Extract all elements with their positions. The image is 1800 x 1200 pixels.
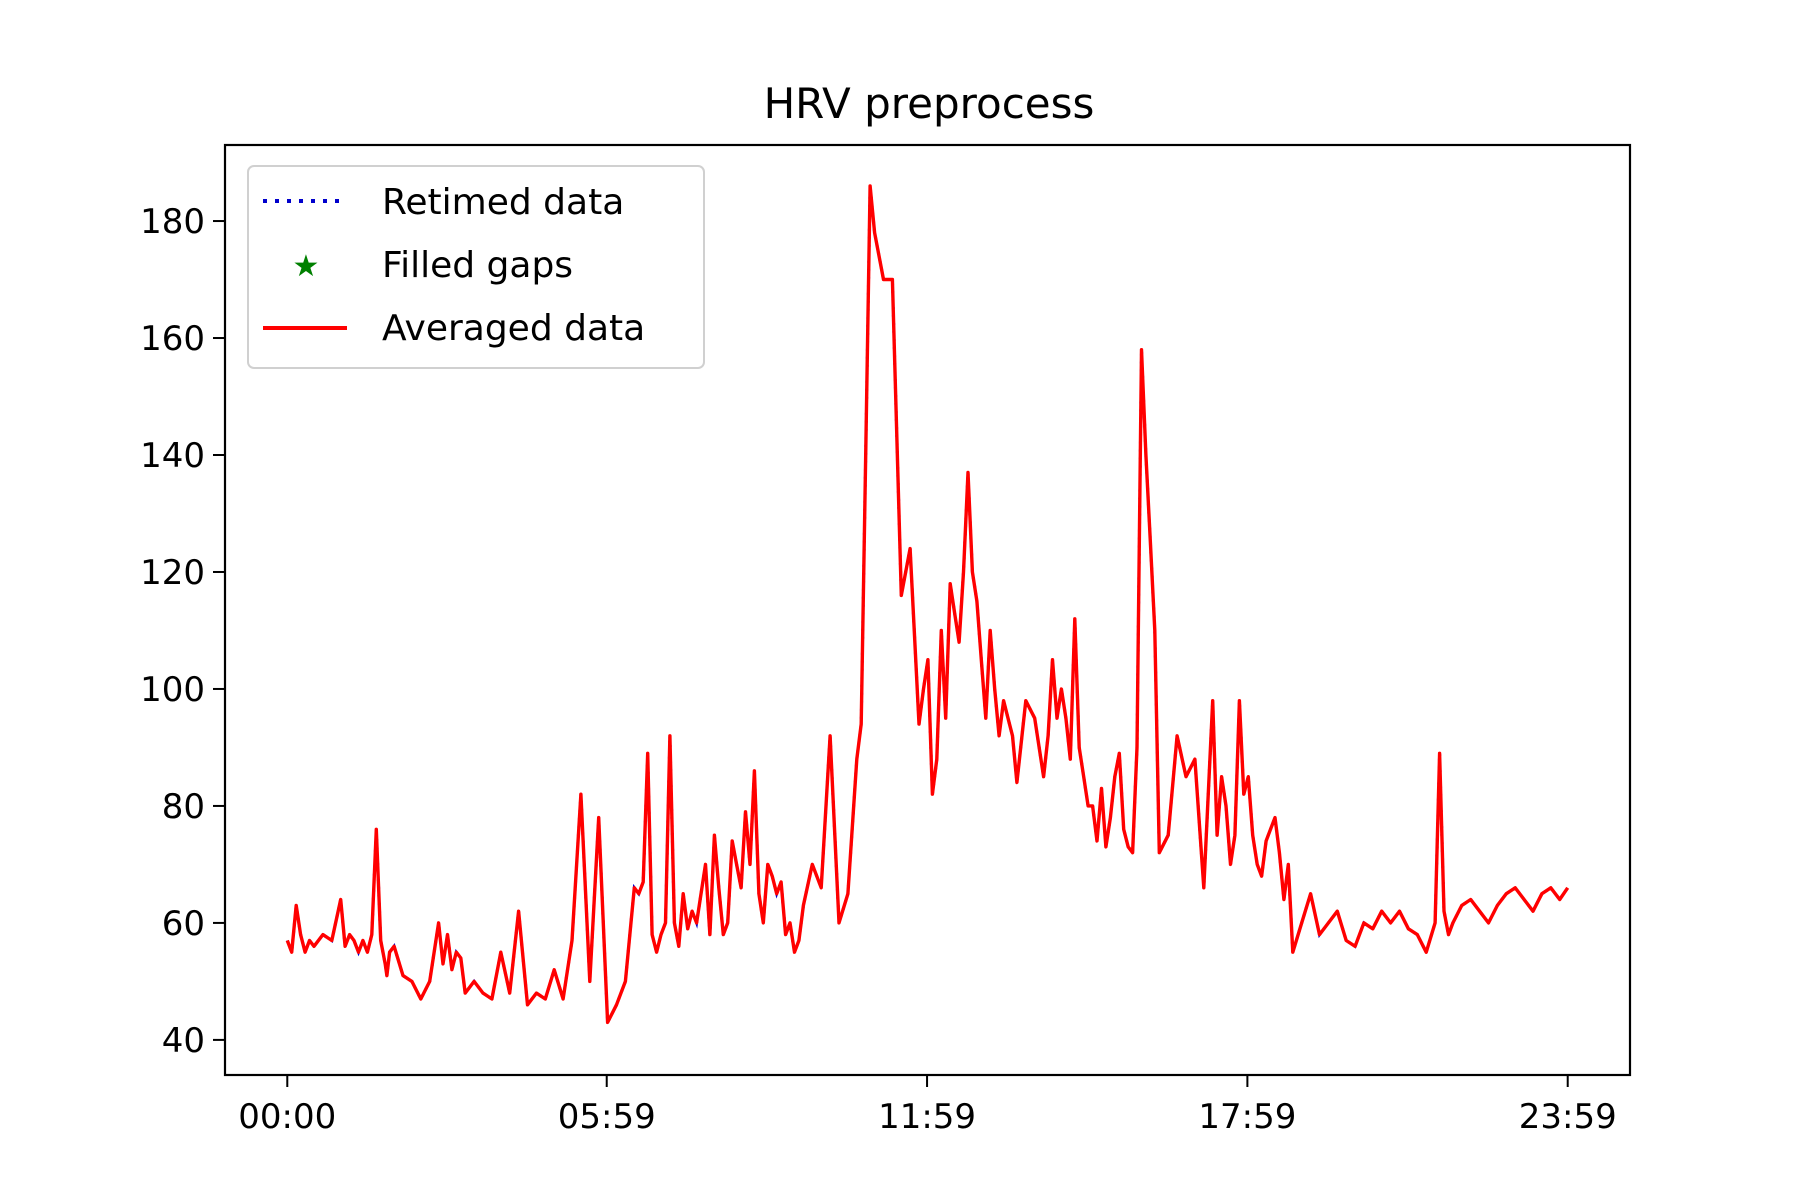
y-axis: 40 60 80 100 120 140 160 180 [140,202,225,1061]
y-tick-label: 160 [140,319,205,359]
y-tick-label: 140 [140,436,205,476]
x-tick-label: 23:59 [1519,1097,1617,1137]
x-tick-label: 11:59 [878,1097,976,1137]
legend-retimed-label: Retimed data [382,182,624,223]
y-tick-label: 120 [140,553,205,593]
y-tick-label: 80 [162,787,205,827]
y-tick-label: 40 [162,1021,205,1061]
x-axis: 00:00 05:59 11:59 17:59 23:59 [238,1075,1617,1137]
legend-filled-swatch: ★ [293,249,320,284]
chart-title: HRV preprocess [764,79,1095,128]
legend-averaged-label: Averaged data [382,308,645,349]
x-tick-label: 05:59 [558,1097,656,1137]
x-tick-label: 00:00 [238,1097,336,1137]
legend-filled-label: Filled gaps [382,245,573,286]
y-tick-label: 100 [140,670,205,710]
x-tick-label: 17:59 [1198,1097,1296,1137]
legend: Retimed data ★ Filled gaps Averaged data [247,165,705,369]
plot-area [285,184,1570,1029]
y-tick-label: 60 [162,904,205,944]
series-averaged-line [285,184,1570,1025]
legend-box [247,165,705,369]
y-tick-label: 180 [140,202,205,242]
